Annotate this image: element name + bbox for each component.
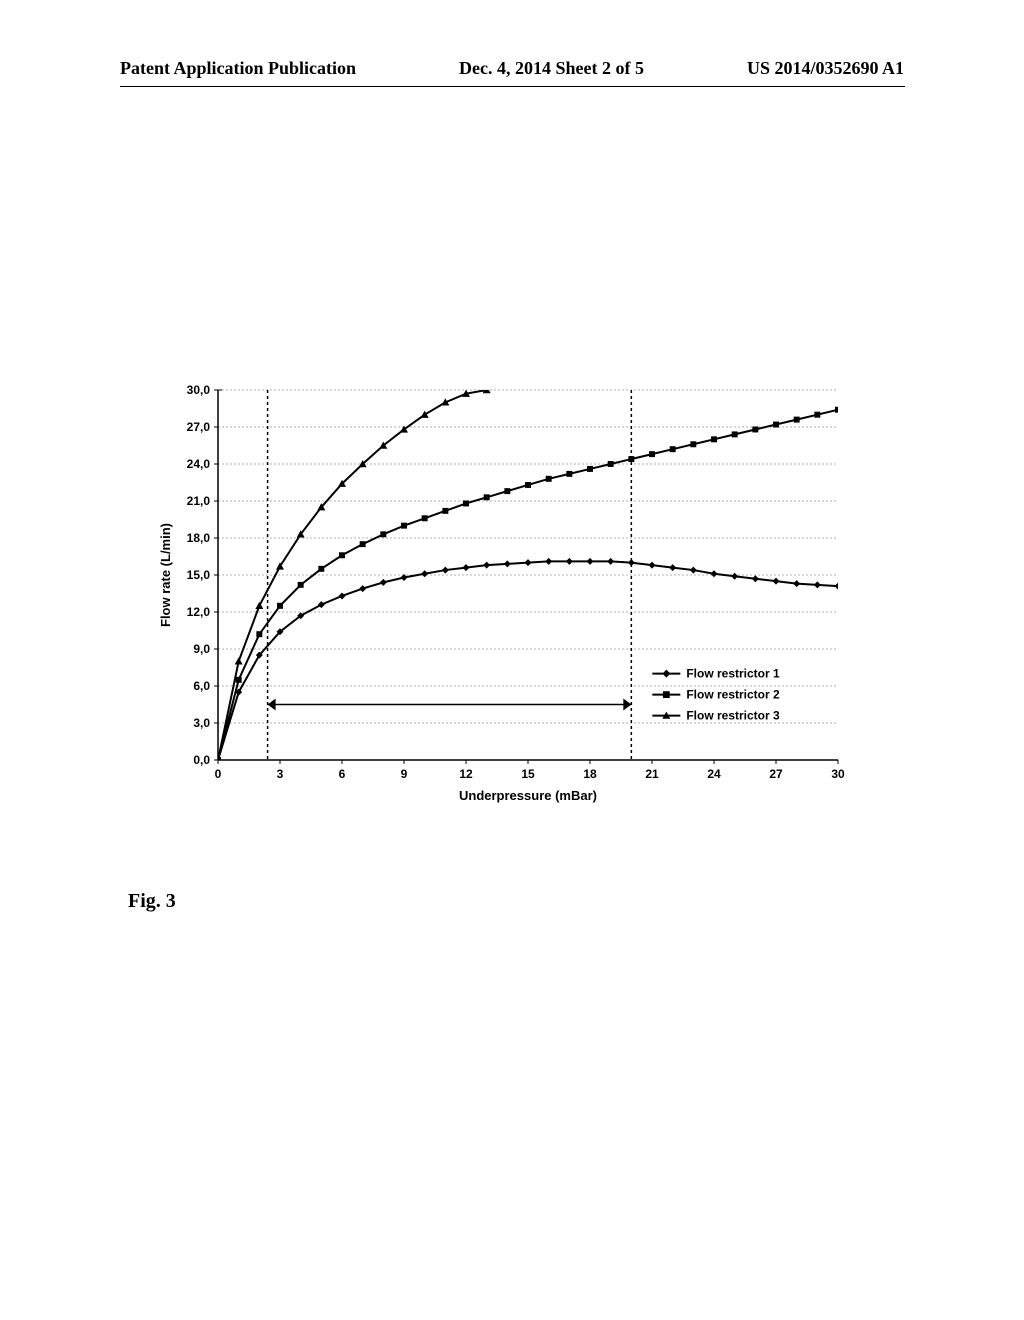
svg-text:27: 27 xyxy=(769,767,783,781)
svg-text:6: 6 xyxy=(339,767,346,781)
svg-text:9,0: 9,0 xyxy=(193,642,210,656)
flow-chart: 0,0 3,0 6,0 9,0 12,0 15,0 18,0 21,0 24,0 27,0 30,0… xyxy=(148,380,868,825)
svg-text:3: 3 xyxy=(277,767,284,781)
svg-text:Flow restrictor 1: Flow restrictor 1 xyxy=(686,667,780,681)
svg-text:18,0: 18,0 xyxy=(187,531,211,545)
svg-text:0: 0 xyxy=(215,767,222,781)
header-right: US 2014/0352690 A1 xyxy=(747,58,904,79)
header-center: Dec. 4, 2014 Sheet 2 of 5 xyxy=(459,58,644,79)
svg-text:24,0: 24,0 xyxy=(187,457,211,471)
svg-text:27,0: 27,0 xyxy=(187,420,211,434)
svg-text:30: 30 xyxy=(831,767,845,781)
svg-text:12,0: 12,0 xyxy=(187,605,211,619)
svg-text:Underpressure (mBar): Underpressure (mBar) xyxy=(459,788,597,803)
svg-text:0,0: 0,0 xyxy=(193,753,210,767)
chart-container: 0,0 3,0 6,0 9,0 12,0 15,0 18,0 21,0 24,0 27,0 30,0… xyxy=(148,380,868,825)
svg-text:15: 15 xyxy=(521,767,535,781)
header-rule xyxy=(120,86,905,87)
svg-text:12: 12 xyxy=(459,767,473,781)
svg-text:Flow rate (L/min): Flow rate (L/min) xyxy=(158,523,173,627)
figure-caption: Fig. 3 xyxy=(128,890,176,913)
svg-text:24: 24 xyxy=(707,767,721,781)
svg-text:Flow restrictor 2: Flow restrictor 2 xyxy=(686,688,780,702)
page-header: Patent Application Publication Dec. 4, 2… xyxy=(0,58,1024,79)
svg-text:15,0: 15,0 xyxy=(187,568,211,582)
svg-text:Flow restrictor 3: Flow restrictor 3 xyxy=(686,709,780,723)
svg-text:21: 21 xyxy=(645,767,659,781)
svg-text:6,0: 6,0 xyxy=(193,679,210,693)
svg-text:30,0: 30,0 xyxy=(187,383,211,397)
svg-text:18: 18 xyxy=(583,767,597,781)
svg-text:21,0: 21,0 xyxy=(187,494,211,508)
svg-text:3,0: 3,0 xyxy=(193,716,210,730)
header-left: Patent Application Publication xyxy=(120,58,356,79)
svg-text:9: 9 xyxy=(401,767,408,781)
